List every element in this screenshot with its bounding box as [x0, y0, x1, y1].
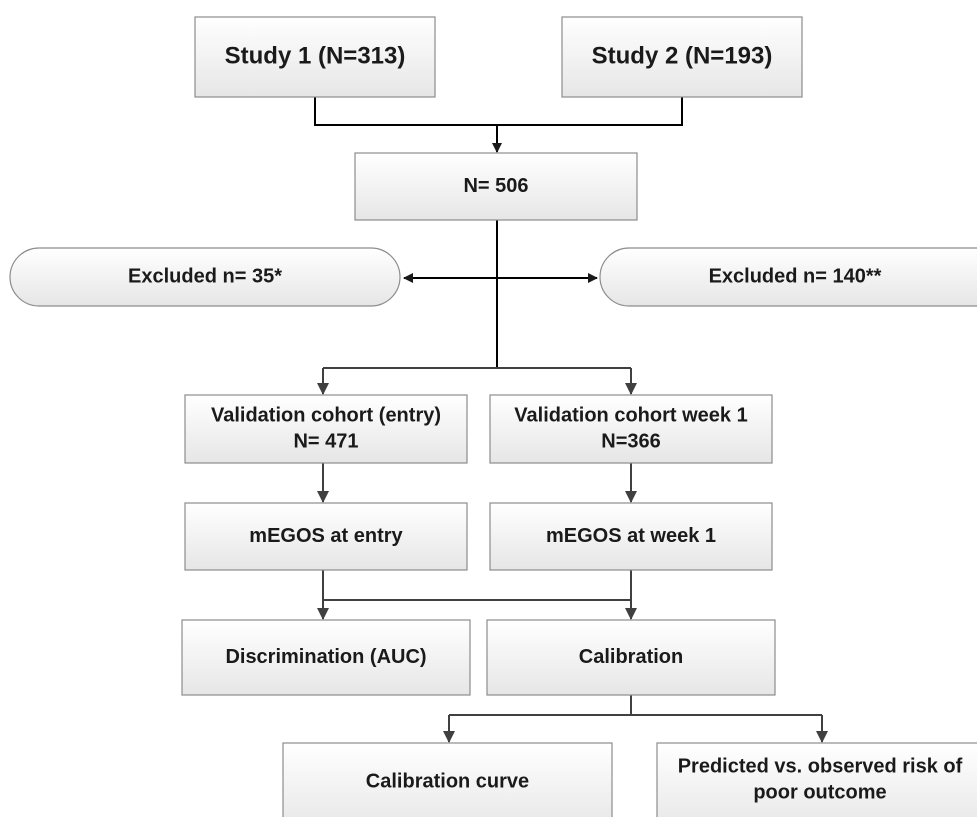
node-label: Calibration curve [366, 770, 529, 792]
node-label: N= 471 [293, 430, 358, 452]
connector [449, 695, 822, 716]
node-box [9, 247, 401, 307]
node: mEGOS at entry [184, 502, 468, 571]
node-label: Discrimination (AUC) [225, 646, 426, 668]
node-box [184, 394, 468, 464]
node: Excluded n= 35* [9, 247, 401, 307]
connector [314, 97, 683, 126]
node: Study 2 (N=193) [561, 16, 803, 98]
node-box [194, 16, 436, 98]
node-box [561, 16, 803, 98]
node-box [489, 394, 773, 464]
node-label: mEGOS at entry [249, 525, 403, 547]
node-box [656, 742, 977, 817]
node-label: Calibration [579, 646, 683, 668]
node-box [354, 152, 638, 221]
connector [322, 570, 632, 601]
node-label: poor outcome [753, 781, 886, 803]
node: N= 506 [354, 152, 638, 221]
connectors [314, 97, 828, 743]
node: Calibration [486, 619, 776, 696]
node-box [184, 502, 468, 571]
node-label: Study 2 (N=193) [592, 42, 773, 69]
node-box [599, 247, 977, 307]
node: Validation cohort week 1 N=366 [489, 394, 773, 464]
node-label: Validation cohort week 1 [514, 404, 747, 426]
node: mEGOS at week 1 [489, 502, 773, 571]
node-label: Excluded n= 35* [128, 265, 282, 287]
node: Study 1 (N=313) [194, 16, 436, 98]
node-label: N= 506 [463, 175, 528, 197]
node-label: Predicted vs. observed risk of [678, 755, 963, 777]
node: Validation cohort (entry) N= 471 [184, 394, 468, 464]
node: Discrimination (AUC) [181, 619, 471, 696]
node: Excluded n= 140** [599, 247, 977, 307]
node-box [486, 619, 776, 696]
node-label: Validation cohort (entry) [211, 404, 441, 426]
node-box [181, 619, 471, 696]
node-box [489, 502, 773, 571]
node: Predicted vs. observed risk of poor outco… [656, 742, 977, 817]
node-label: N=366 [601, 430, 661, 452]
node-label: mEGOS at week 1 [546, 525, 716, 547]
node-label: Excluded n= 140** [709, 265, 882, 287]
node-label: Study 1 (N=313) [225, 42, 406, 69]
node-box [282, 742, 613, 817]
node: Calibration curve [282, 742, 613, 817]
